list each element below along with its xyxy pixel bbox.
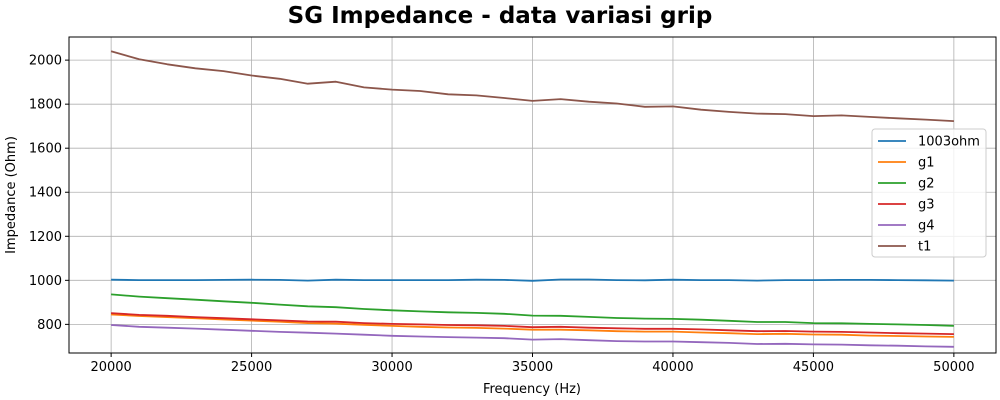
legend-label-g4: g4 bbox=[918, 219, 935, 234]
series-line-1003ohm bbox=[111, 278, 954, 282]
series-line-t1 bbox=[110, 50, 954, 122]
series-line-g1 bbox=[111, 313, 954, 338]
chart-title: SG Impedance - data variasi grip bbox=[288, 3, 713, 29]
y-tick-label: 1800 bbox=[29, 98, 62, 113]
legend-label-g2: g2 bbox=[918, 177, 935, 192]
series-line-g2 bbox=[111, 293, 954, 327]
y-tick-label: 2000 bbox=[29, 54, 62, 69]
y-axis-label: Impedance (Ohm) bbox=[4, 136, 19, 254]
x-tick-label: 45000 bbox=[793, 360, 834, 375]
legend-label-t1: t1 bbox=[918, 240, 931, 255]
y-tick-label: 1000 bbox=[29, 274, 62, 289]
y-tick-label: 1200 bbox=[29, 230, 62, 245]
x-tick-label: 35000 bbox=[512, 360, 553, 375]
x-tick-label: 25000 bbox=[231, 360, 272, 375]
y-tick-label: 1600 bbox=[29, 142, 62, 157]
x-axis-ticks: 20000 25000 30000 35000 40000 45000 50000 bbox=[90, 353, 975, 375]
x-axis-label: Frequency (Hz) bbox=[483, 382, 581, 397]
legend-label-g1: g1 bbox=[918, 156, 935, 171]
series-lines bbox=[110, 50, 954, 348]
x-tick-label: 30000 bbox=[371, 360, 412, 375]
grid bbox=[69, 37, 996, 353]
y-axis-ticks: 800 1000 1200 1400 1600 1800 2000 bbox=[29, 54, 69, 333]
x-tick-label: 40000 bbox=[652, 360, 693, 375]
y-tick-label: 800 bbox=[37, 318, 62, 333]
series-line-g4 bbox=[111, 324, 954, 348]
legend-label-1003ohm: 1003ohm bbox=[918, 135, 980, 150]
legend: 1003ohm g1 g2 g3 g4 t1 bbox=[871, 128, 987, 258]
y-tick-label: 1400 bbox=[29, 186, 62, 201]
x-tick-label: 50000 bbox=[933, 360, 974, 375]
series-line-g3 bbox=[111, 312, 954, 335]
legend-label-g3: g3 bbox=[918, 198, 935, 213]
x-tick-label: 20000 bbox=[90, 360, 131, 375]
